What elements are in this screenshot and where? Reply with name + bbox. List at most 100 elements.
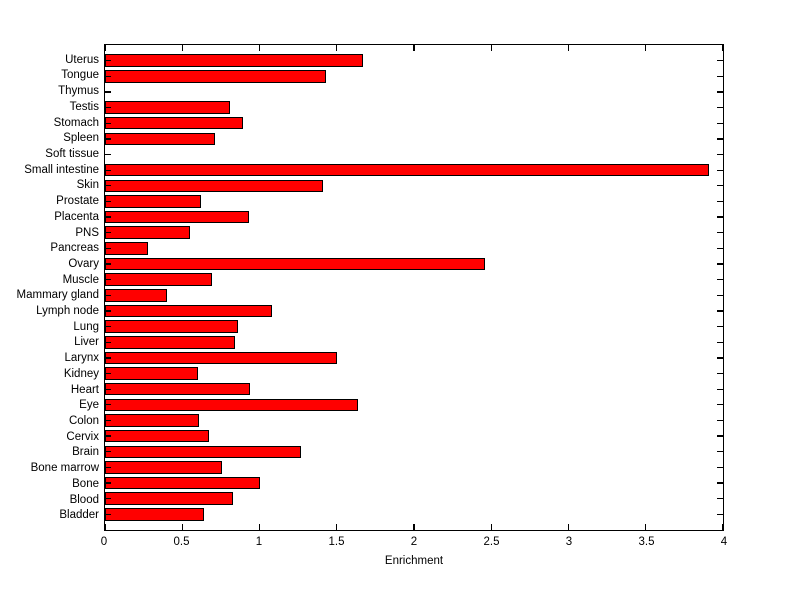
bar-skin	[105, 179, 323, 193]
bar-larynx	[105, 351, 337, 365]
y-tick	[105, 138, 111, 140]
y-tick-label: Kidney	[63, 367, 99, 380]
y-tick-label: Bladder	[59, 509, 99, 522]
y-tick	[105, 169, 111, 171]
bar-bone	[105, 476, 260, 490]
y-tick	[105, 482, 111, 484]
y-tick-label: Colon	[68, 415, 99, 428]
y-tick	[717, 279, 723, 281]
y-tick-label: Cervix	[66, 430, 99, 443]
y-tick	[717, 498, 723, 500]
bar-bladder	[105, 508, 204, 521]
bar-prostate	[105, 195, 201, 208]
y-tick	[105, 310, 111, 312]
x-tick	[567, 524, 570, 530]
bar-cervix	[105, 429, 209, 443]
x-tick	[490, 524, 492, 530]
y-tick	[717, 91, 723, 93]
bar-muscle	[105, 273, 212, 286]
x-tick	[181, 524, 183, 530]
bar-colon	[105, 414, 200, 427]
y-tick	[717, 466, 723, 469]
y-tick	[105, 59, 111, 62]
y-tick	[105, 435, 111, 437]
y-tick	[717, 325, 723, 328]
bar-kidney	[105, 367, 198, 380]
bar-blood	[105, 492, 234, 505]
y-tick-label: Ovary	[68, 257, 99, 270]
x-tick-label: 0	[100, 536, 108, 548]
y-tick-label: Mammary gland	[16, 289, 99, 302]
x-tick	[490, 45, 492, 51]
y-tick	[105, 216, 111, 218]
y-tick	[105, 122, 111, 124]
y-tick	[717, 310, 723, 312]
x-tick-label: 2.5	[483, 536, 500, 548]
bar-liver	[105, 336, 235, 349]
y-tick	[105, 325, 111, 328]
y-tick	[105, 91, 111, 93]
y-tick	[105, 513, 111, 515]
y-tick	[717, 513, 723, 515]
y-tick	[105, 294, 111, 296]
y-tick-label: Bone	[72, 477, 99, 490]
x-tick-label: 4	[720, 536, 728, 548]
y-tick-label: Tongue	[61, 69, 99, 82]
bar-tongue	[105, 70, 326, 83]
y-tick	[717, 247, 723, 250]
bar-small-intestine	[105, 163, 710, 177]
y-tick-label: Small intestine	[24, 163, 99, 176]
bar-placenta	[105, 210, 249, 224]
y-tick-label: PNS	[75, 226, 99, 239]
y-tick	[717, 372, 723, 375]
x-tick	[258, 524, 261, 530]
y-tick-label: Prostate	[56, 195, 99, 208]
y-tick	[105, 200, 111, 203]
y-tick	[105, 372, 111, 375]
bar-lung	[105, 320, 238, 333]
y-tick	[717, 138, 723, 140]
y-tick	[105, 263, 111, 265]
y-tick	[717, 388, 723, 390]
y-tick	[105, 153, 111, 156]
y-tick	[717, 216, 723, 218]
y-tick	[105, 357, 111, 359]
x-tick	[645, 524, 647, 530]
y-tick-label: Lung	[73, 320, 99, 333]
y-tick-label: Larynx	[64, 352, 99, 365]
y-tick-label: Bone marrow	[30, 462, 99, 475]
x-tick	[336, 524, 338, 530]
y-tick	[717, 435, 723, 437]
y-tick-label: Spleen	[63, 132, 99, 145]
y-tick-label: Eye	[79, 399, 99, 412]
bar-mammary-gland	[105, 289, 167, 302]
bar-bone-marrow	[105, 461, 223, 474]
plot-area	[104, 44, 724, 531]
bar-stomach	[105, 116, 243, 130]
bar-pns	[105, 226, 190, 239]
x-tick	[645, 45, 647, 51]
y-tick-label: Uterus	[65, 53, 99, 66]
x-tick-label: 1	[255, 536, 263, 548]
y-tick	[105, 279, 111, 281]
y-tick	[105, 419, 111, 422]
y-tick	[717, 482, 723, 484]
bar-ovary	[105, 257, 486, 271]
bar-pancreas	[105, 242, 149, 255]
x-tick	[413, 524, 415, 530]
y-tick-label: Brain	[72, 446, 99, 459]
x-tick	[567, 45, 570, 51]
y-tick	[105, 106, 111, 109]
x-tick-label: 1.5	[328, 536, 345, 548]
y-axis-labels: Uterus Tongue Thymus Testis Stomach Spleen Sof…	[0, 44, 99, 531]
y-tick-label: Heart	[70, 383, 99, 396]
bar-eye	[105, 398, 359, 412]
y-tick	[717, 153, 723, 156]
y-tick-label: Soft tissue	[45, 147, 99, 160]
y-tick	[717, 294, 723, 296]
y-tick	[105, 498, 111, 500]
x-tick-label: 3.5	[638, 536, 655, 548]
y-tick-label: Testis	[69, 100, 99, 113]
y-tick	[717, 451, 723, 453]
